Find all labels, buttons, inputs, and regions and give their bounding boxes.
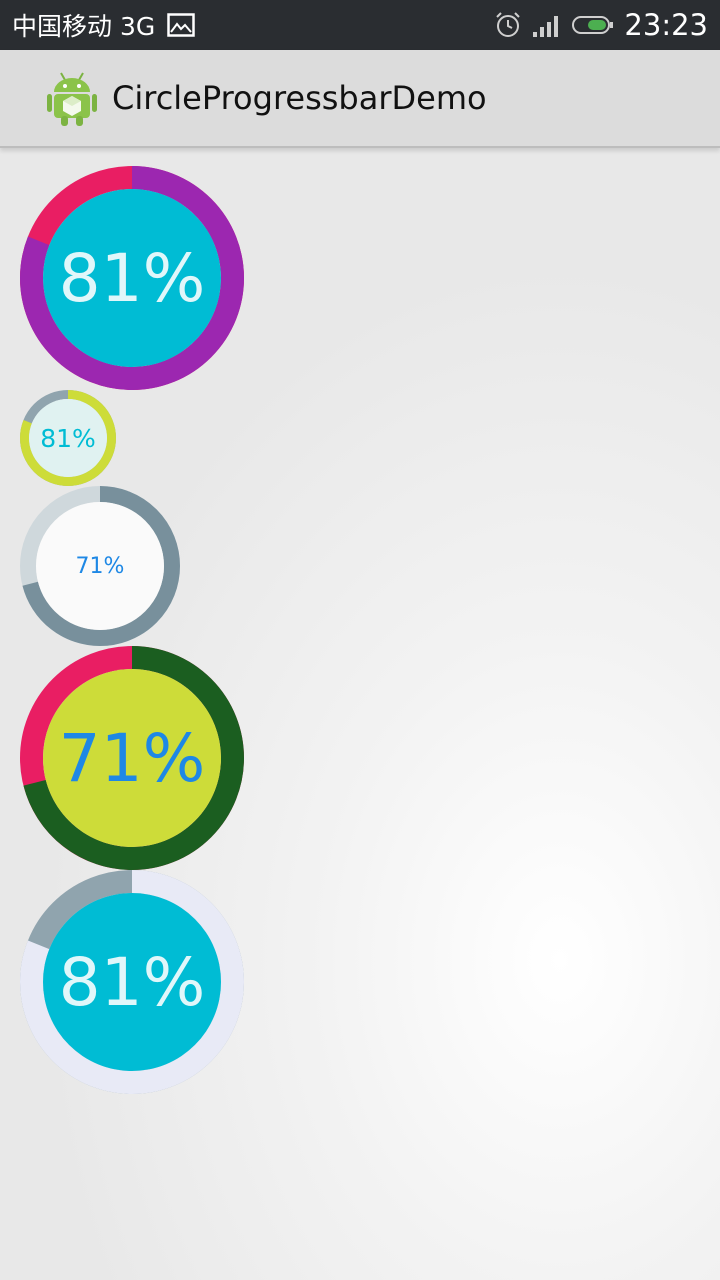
status-bar: 中国移动 3G — [0, 0, 720, 50]
progress-ring-3 — [20, 486, 180, 646]
ring-inner — [43, 189, 221, 367]
progress-ring-1 — [20, 166, 244, 390]
ring-inner — [36, 502, 164, 630]
circle-progress-2[interactable]: 81% — [20, 390, 116, 486]
progress-ring-5 — [20, 870, 244, 1094]
progress-label-5: 81% — [58, 943, 206, 1021]
status-left: 中国移动 3G — [0, 7, 195, 43]
ring-progress — [20, 486, 180, 646]
circle-progress-5[interactable]: 81% — [20, 870, 244, 1094]
progress-ring-4 — [20, 646, 244, 870]
ring-progress — [20, 646, 244, 870]
ring-inner — [43, 669, 221, 847]
carrier-label: 中国移动 3G — [12, 12, 156, 41]
alarm-icon — [494, 11, 522, 39]
ring-inner — [29, 399, 107, 477]
progress-ring-2 — [20, 390, 116, 486]
signal-icon — [532, 12, 562, 38]
ring-progress — [20, 390, 116, 486]
ring-inner — [43, 893, 221, 1071]
action-bar: CircleProgressbarDemo — [0, 50, 720, 148]
app-title: CircleProgressbarDemo — [112, 79, 487, 117]
clock: 23:23 — [624, 8, 708, 42]
circle-progress-3[interactable]: 71% — [20, 486, 180, 646]
circle-progress-1[interactable]: 81% — [20, 166, 244, 390]
status-right: 23:23 — [484, 0, 708, 50]
ring-progress — [20, 166, 244, 390]
ring-progress — [20, 870, 244, 1094]
gallery-icon — [167, 13, 195, 37]
battery-icon — [572, 14, 614, 36]
android-app-icon[interactable] — [46, 70, 98, 126]
progress-label-4: 71% — [58, 719, 206, 797]
progress-label-3: 71% — [75, 553, 125, 579]
circle-progress-4[interactable]: 71% — [20, 646, 244, 870]
progress-label-2: 81% — [40, 423, 96, 453]
progress-label-1: 81% — [58, 239, 206, 317]
